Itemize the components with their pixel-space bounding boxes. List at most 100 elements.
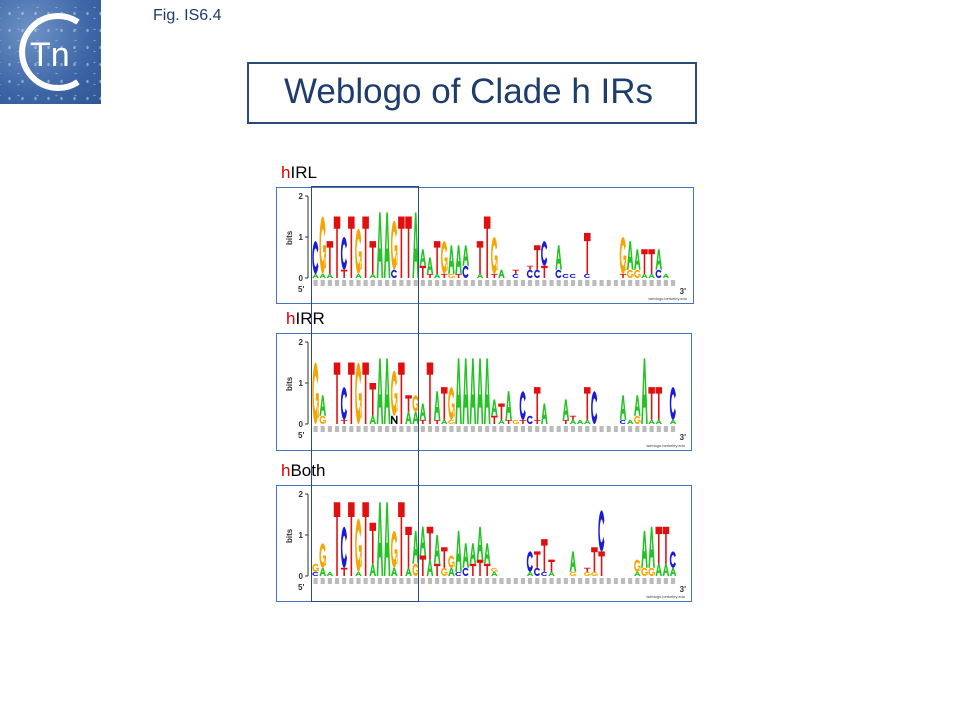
y-tick-label: 0 [299,572,304,581]
position-index [642,280,647,286]
logo-letter-A [476,273,484,278]
label-hirl: hIRL [281,163,317,183]
logo-letter-A [419,526,427,556]
three-prime-label: 3' [680,433,686,442]
position-index [463,578,468,584]
logo-letter-G [319,543,326,568]
logo-plot: 0 1 2 bits 5' 3'weblogo.berkeley.edu [285,490,686,599]
position-index [427,280,433,286]
logo-letter-T [348,216,355,278]
label-prefix: h [281,461,291,480]
logo-letter-G [412,563,419,576]
position-index [606,280,611,286]
position-index [599,578,604,584]
logo-letter-G [634,269,641,278]
position-index [563,426,568,432]
position-index [349,426,354,432]
position-index [542,426,547,432]
position-index [492,578,497,584]
logo-letter-A [634,395,641,416]
logo-letter-G [583,571,591,576]
logo-letter-C [669,551,676,568]
position-index [635,280,640,286]
logo-letter-A [405,567,412,576]
logo-letter-T [433,419,441,424]
position-index [477,578,483,584]
position-index [385,578,390,584]
logo-letter-A [376,502,384,576]
position-index [370,578,375,584]
position-index [556,280,561,286]
logo-letter-T [569,415,577,420]
position-index [542,578,547,584]
logo-letter-A [405,411,412,424]
position-index [406,578,411,584]
logo-letter-C [462,265,469,278]
logo-letter-A [448,245,455,274]
position-index [492,426,497,432]
logo-letter-T [426,362,434,424]
logo-letter-A [455,245,462,274]
logo-letter-A [476,358,484,424]
logo-letter-G [355,518,362,572]
logo-letter-A [491,399,498,416]
logo-letter-T [533,419,541,424]
position-index [513,426,518,432]
three-prime-label: 3' [680,585,686,594]
logo-letter-A [662,563,670,576]
logo-plot: 0 1 2 bits 5' 3'weblogo.berkeley.edu [285,192,687,301]
logo-letter-N [390,415,398,424]
logo-letter-A [419,249,427,266]
position-index [613,426,618,432]
logo-letter-C [591,391,598,424]
logo-letter-C [390,269,398,278]
logo-letter-T [405,216,412,278]
position-index [663,426,668,432]
logo-letter-T [483,216,491,278]
logo-letter-A [669,567,677,576]
position-index [392,426,397,432]
logo-letter-T [562,419,570,424]
position-index [628,280,633,286]
position-index [463,280,468,286]
position-index [642,578,647,584]
position-index [585,280,590,286]
label-name: Both [290,461,326,480]
logo-letter-C [462,567,469,576]
logo-letter-A [648,419,655,424]
logo-letter-A [433,273,441,278]
position-index [606,578,611,584]
position-index [663,578,668,584]
position-index [649,280,654,286]
label-prefix: h [286,309,296,328]
position-index [528,280,533,286]
logo-letter-T [533,387,541,420]
y-tick-label: 1 [299,531,304,540]
y-tick-label: 0 [299,274,304,283]
position-index [513,280,518,286]
logo-letter-C [312,571,319,576]
position-index [642,426,647,432]
position-index [420,578,425,584]
logo-letter-A [355,273,362,278]
logo-letter-G [491,567,498,572]
position-index [449,280,454,286]
logo-letter-T [405,526,412,568]
logo-letter-G [355,362,362,424]
logo-letter-C [541,571,548,576]
logo-letter-G [312,362,319,424]
logo-letter-A [655,249,663,270]
logo-letter-G [448,387,455,420]
position-index [349,578,354,584]
position-index [477,426,483,432]
logo-letter-A [312,273,319,278]
logo-letter-T [541,265,548,278]
position-index [585,426,590,432]
logo-letter-T [584,387,591,420]
logo-letter-A [433,535,441,564]
logo-letter-G [448,419,455,424]
logo-letter-A [498,269,505,278]
logo-letter-T [419,555,427,576]
y-tick-label: 2 [299,338,304,347]
position-index [413,280,418,286]
